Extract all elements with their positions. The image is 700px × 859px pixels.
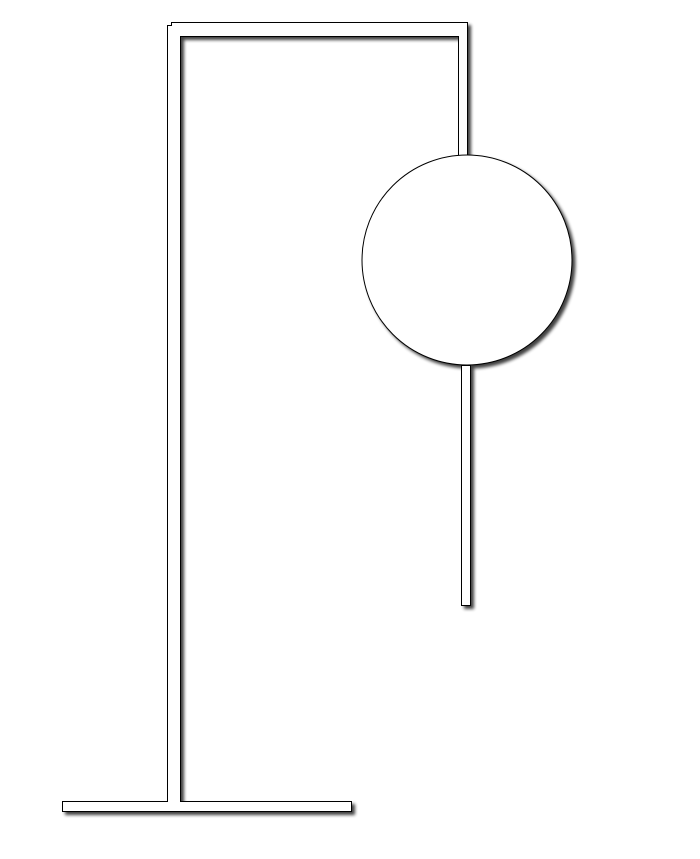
lower-rod [461,365,471,606]
post-base-joint [168,798,180,802]
globe-circle [361,154,573,366]
frame-outline [167,22,468,802]
base-plate [62,801,352,812]
